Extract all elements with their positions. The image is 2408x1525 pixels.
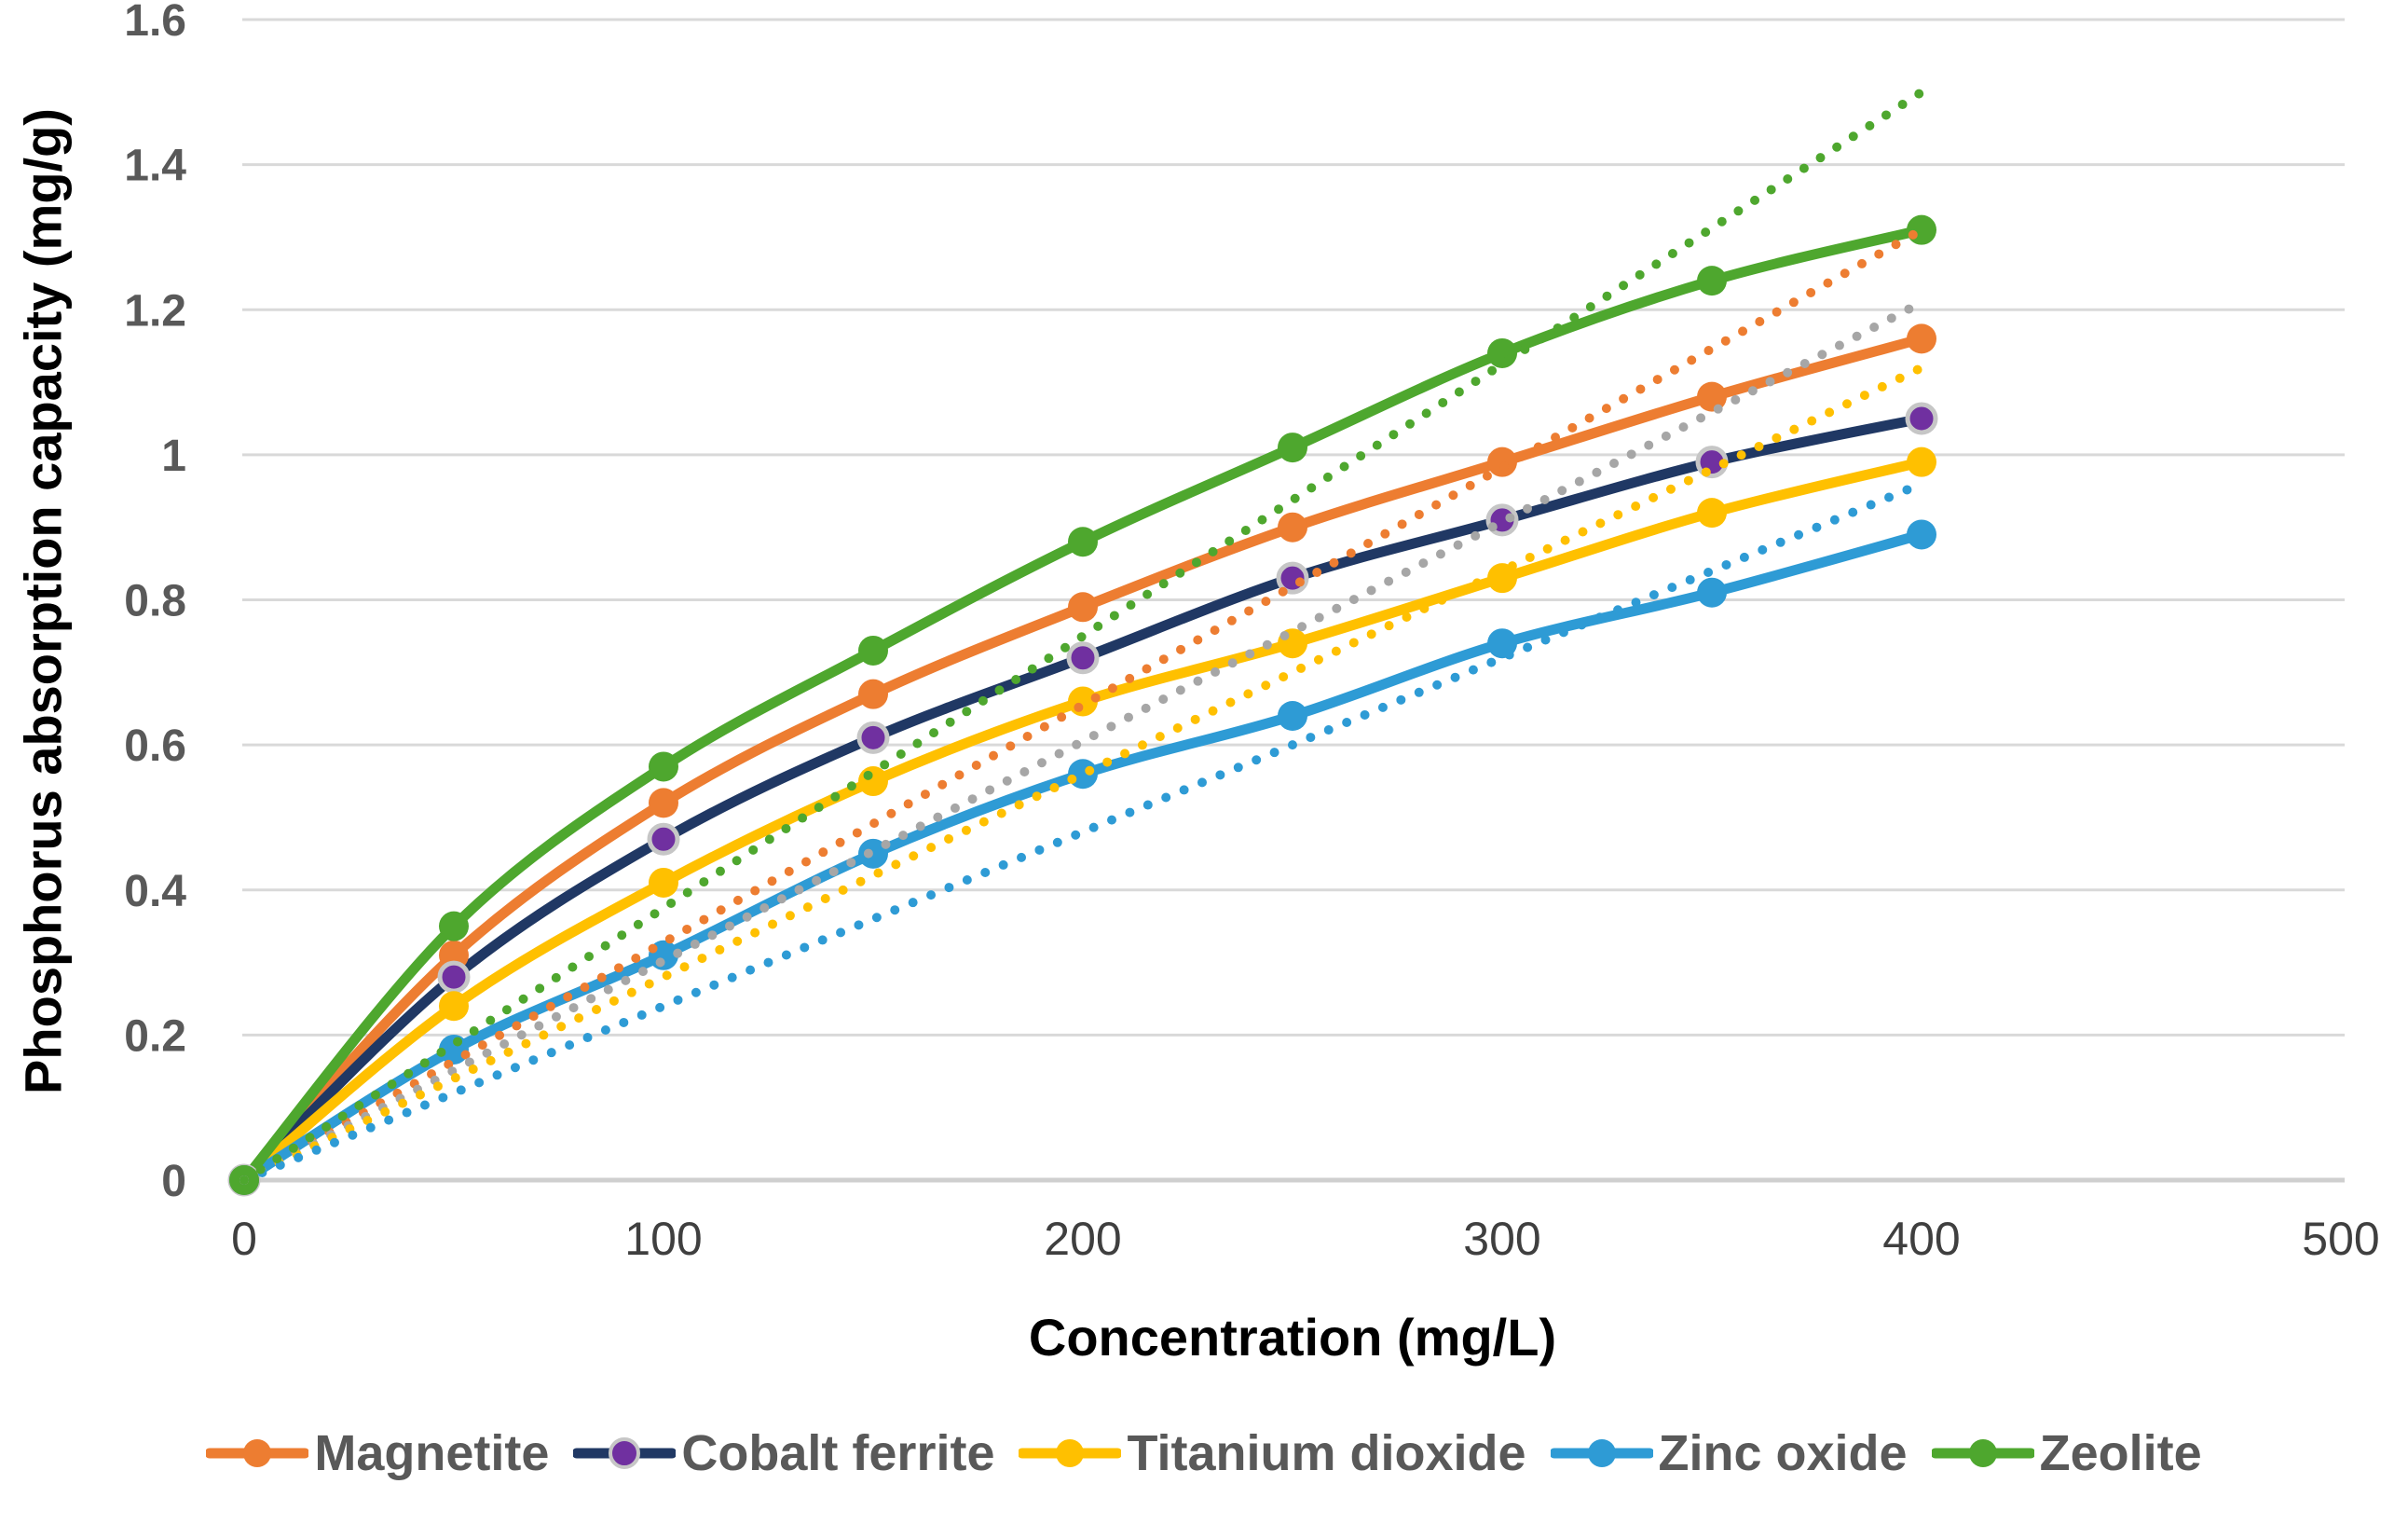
y-axis-title: Phosphorus absorption capacity (mg/g) [13,108,73,1094]
x-tick-label: 400 [1882,1213,1960,1265]
legend-label: Titanium dioxide [1127,1425,1526,1481]
series-marker-zeolite [649,751,678,782]
series-marker-magnetite [858,679,888,709]
legend-label: Zeolite [2039,1425,2202,1481]
legend-label: Cobalt ferrite [681,1425,995,1481]
legend-marker-icon [206,1439,309,1467]
series-marker-zinc-oxide [1068,759,1098,790]
series-marker-titanium-dioxide [439,991,469,1022]
series-marker-zeolite [1068,527,1098,557]
series-marker-magnetite [1068,592,1098,623]
series-marker-titanium-dioxide [1907,447,1936,477]
legend-item-cobalt-ferrite: Cobalt ferrite [573,1424,994,1482]
series-marker-cobalt-ferrite [647,822,680,856]
series-marker-magnetite [1697,381,1727,412]
legend-marker-icon [573,1437,677,1469]
y-tick-label: 1.6 [124,0,186,46]
y-tick-label: 1.4 [124,142,186,191]
trendline-magnetite [239,225,1926,1185]
series-marker-magnetite [649,788,678,818]
legend-marker-icon [1019,1439,1122,1467]
chart-canvas: 0 0.2 0.4 0.6 0.8 1 1.2 1.4 1.6 0 100 200 300 400 500 [124,0,2379,1265]
x-axis-title: Concentration (mg/L) [1028,1308,1557,1367]
series-marker-magnetite [1907,323,1936,354]
series-marker-zeolite [1487,337,1517,368]
y-tick-label: 0.4 [124,867,186,916]
legend-label: Magnetite [314,1425,550,1481]
trendline-cobalt-ferrite [239,297,1926,1185]
legend-label: Zinc oxide [1658,1425,1908,1481]
x-tick-label: 0 [231,1213,257,1265]
series-marker-zinc-oxide [1278,701,1307,731]
y-tick-label: 1.2 [124,286,186,336]
series-line-zinc-oxide [239,529,1927,1186]
series-marker-cobalt-ferrite [856,721,890,754]
series-marker-titanium-dioxide [649,867,678,898]
y-tick-label: 0.8 [124,577,186,626]
series-marker-cobalt-ferrite [1066,641,1100,675]
series-marker-zeolite [858,635,888,666]
legend-marker-icon [1931,1439,2034,1467]
series-marker-zinc-oxide [1697,577,1727,608]
y-tick-label: 1 [161,432,186,481]
legend-item-zeolite: Zeolite [1931,1424,2202,1482]
series-marker-zeolite [439,911,469,941]
trendline-titanium-dioxide [239,363,1926,1185]
y-tick-label: 0 [161,1157,186,1206]
series-marker-titanium-dioxide [1697,498,1727,529]
series-marker-zinc-oxide [1907,519,1936,550]
series-marker-zeolite [1697,266,1727,296]
x-tick-label: 100 [624,1213,702,1265]
series-marker-cobalt-ferrite [1905,402,1938,435]
series-marker-magnetite [1487,447,1517,477]
series-marker-magnetite [1278,512,1307,543]
x-tick-label: 500 [2302,1213,2379,1265]
legend-item-zinc-oxide: Zinc oxide [1550,1424,1908,1482]
y-tick-label: 0.2 [124,1011,186,1061]
series-marker-zinc-oxide [858,838,888,869]
chart-legend: Magnetite Cobalt ferrite Titanium dioxide Z… [0,1424,2408,1482]
series-line-zeolite [239,225,1927,1186]
series-marker-zeolite [1278,433,1307,463]
legend-item-titanium-dioxide: Titanium dioxide [1019,1424,1526,1482]
y-tick-label: 0.6 [124,721,186,771]
series-marker-cobalt-ferrite [437,960,471,994]
x-tick-label: 200 [1044,1213,1121,1265]
legend-marker-icon [1550,1439,1653,1467]
trendline-zeolite [239,87,1926,1185]
x-tick-label: 300 [1463,1213,1540,1265]
trendline-zinc-oxide [239,479,1926,1185]
legend-item-magnetite: Magnetite [206,1424,549,1482]
series-marker-titanium-dioxide [858,766,888,797]
